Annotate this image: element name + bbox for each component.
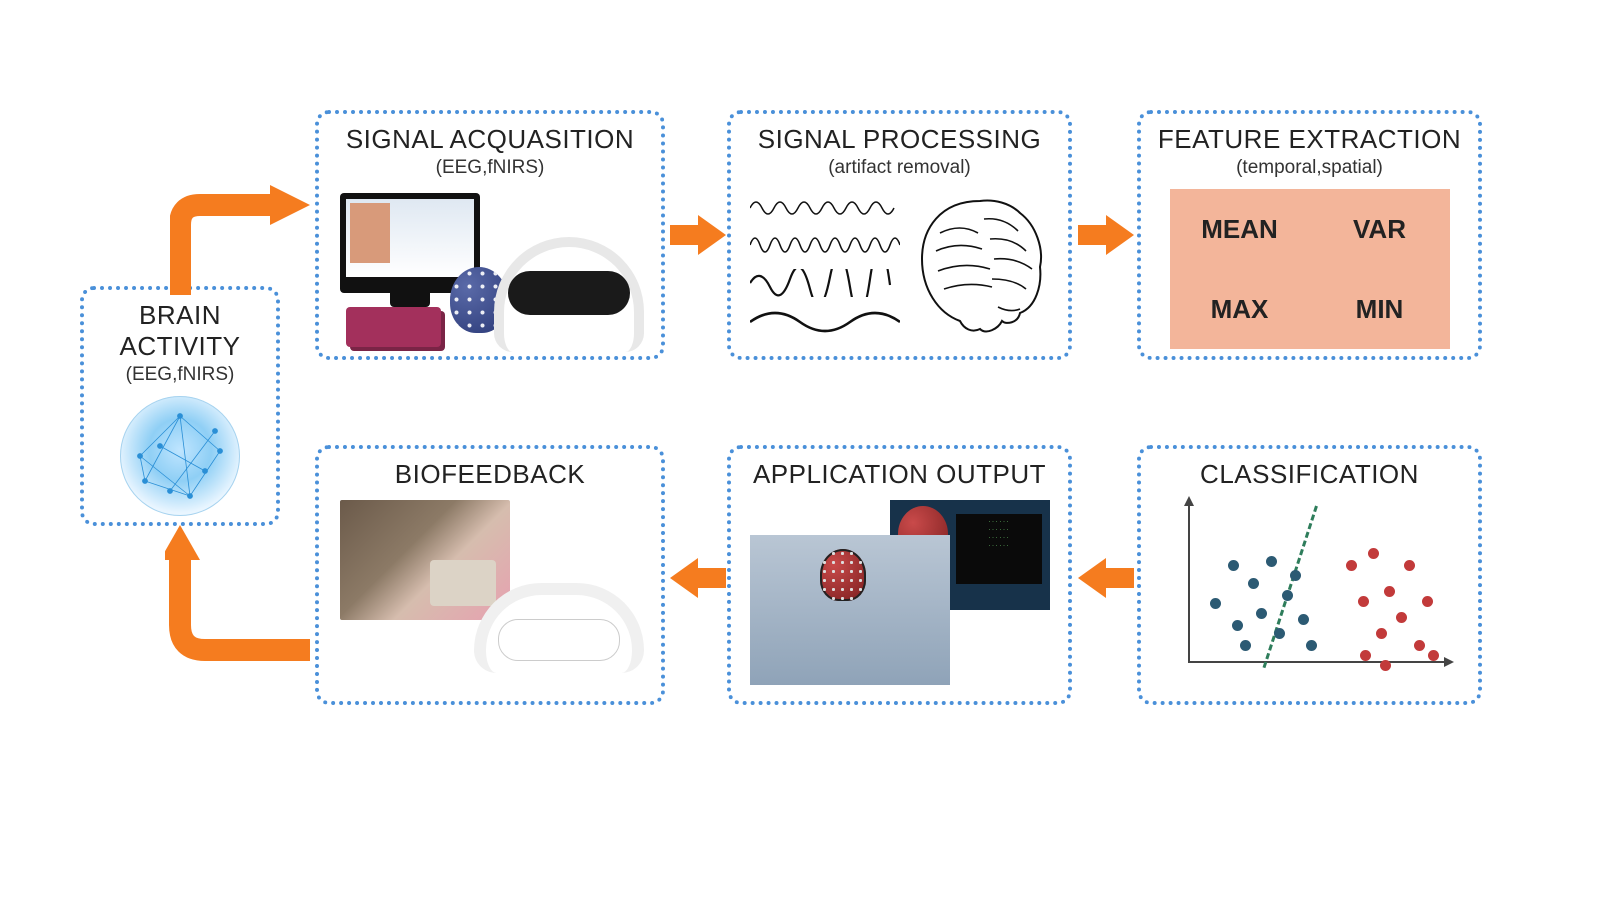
scatter-point [1256,608,1267,619]
biofeedback-illustration [340,500,640,675]
arrow-classification-to-application [1078,558,1134,598]
arrow-application-to-biofeedback [670,558,726,598]
scatter-point [1346,560,1357,571]
waveforms-icon [750,189,900,339]
acquisition-illustration [340,189,640,359]
classification-title: CLASSIFICATION [1155,459,1464,490]
brain-network-icon [120,396,240,516]
scatter-point [1428,650,1439,661]
box-classification: CLASSIFICATION [1137,445,1482,705]
feature-min: MIN [1356,294,1404,325]
classification-scatter [1170,500,1450,675]
box-biofeedback: BIOFEEDBACK [315,445,665,705]
application-output-illustration: · · · · · ·· · · · · ·· · · · · ·· · · ·… [750,500,1050,685]
scatter-point [1358,596,1369,607]
scatter-point [1228,560,1239,571]
scatter-point [1404,560,1415,571]
scatter-point [1266,556,1277,567]
box-application-output: APPLICATION OUTPUT · · · · · ·· · · · · … [727,445,1072,705]
scatter-point [1414,640,1425,651]
arrow-brain-to-acquisition [170,165,310,295]
amplifier-icon [346,307,441,347]
box-signal-acquisition: SIGNAL ACQUASITION (EEG,fNIRS) [315,110,665,360]
arrow-biofeedback-to-brain [165,520,310,680]
feature-panel: MEAN VAR MAX MIN [1170,189,1450,349]
brain-activity-subtitle: (EEG,fNIRS) [98,364,262,386]
scatter-point [1368,548,1379,559]
biofeedback-title: BIOFEEDBACK [333,459,647,490]
feature-extraction-subtitle: (temporal,spatial) [1155,157,1464,179]
headset-icon [494,237,644,352]
scatter-point [1298,614,1309,625]
brain-outline-icon [910,189,1050,339]
signal-acquisition-subtitle: (EEG,fNIRS) [333,157,647,179]
brain-activity-title: BRAIN ACTIVITY [98,300,262,362]
scatter-point [1380,660,1391,671]
box-signal-processing: SIGNAL PROCESSING (artifact removal) [727,110,1072,360]
signal-processing-title: SIGNAL PROCESSING [745,124,1054,155]
scatter-point [1248,578,1259,589]
scatter-point [1306,640,1317,651]
scatter-point [1290,570,1301,581]
scatter-point [1232,620,1243,631]
scatter-point [1282,590,1293,601]
scatter-point [1384,586,1395,597]
exoskeleton-icon [750,535,950,685]
signal-processing-subtitle: (artifact removal) [745,157,1054,179]
scatter-point [1240,640,1251,651]
scatter-point [1274,628,1285,639]
signal-acquisition-title: SIGNAL ACQUASITION [333,124,647,155]
application-output-title: APPLICATION OUTPUT [745,459,1054,490]
arrow-processing-to-feature [1078,215,1134,255]
feature-extraction-title: FEATURE EXTRACTION [1155,124,1464,155]
feature-mean: MEAN [1201,214,1278,245]
scatter-point [1396,612,1407,623]
feature-max: MAX [1211,294,1269,325]
scatter-point [1422,596,1433,607]
box-feature-extraction: FEATURE EXTRACTION (temporal,spatial) ME… [1137,110,1482,360]
box-brain-activity: BRAIN ACTIVITY (EEG,fNIRS) [80,286,280,526]
scatter-point [1360,650,1371,661]
scatter-point [1376,628,1387,639]
arrow-acquisition-to-processing [670,215,726,255]
feature-var: VAR [1353,214,1406,245]
scatter-point [1210,598,1221,609]
wearable-band-icon [474,583,644,673]
